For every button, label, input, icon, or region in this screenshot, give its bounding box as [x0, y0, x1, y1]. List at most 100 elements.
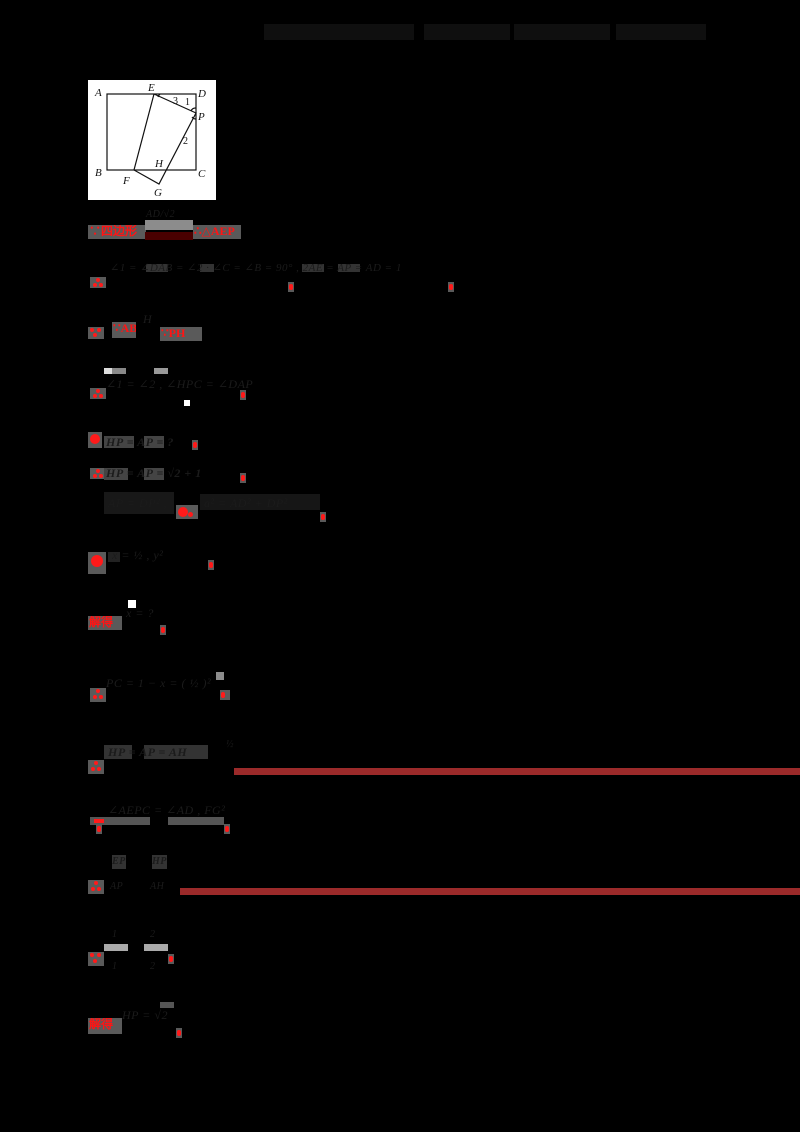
row4-light-box-3	[154, 368, 168, 374]
row14-denominator-2: 2	[150, 961, 156, 972]
row7-dark-box	[104, 492, 174, 514]
angle-1-label: 1	[185, 97, 190, 108]
row2-gray-box-4	[338, 264, 360, 272]
row2-red-tick-1	[288, 282, 294, 292]
row4-red-tick	[240, 390, 246, 400]
row1-red-label-left: ∵四边形	[88, 225, 146, 239]
because-marker-large	[88, 552, 106, 574]
header-block-1	[264, 24, 414, 40]
row2-gray-box-3	[302, 264, 324, 272]
because-marker	[88, 952, 104, 966]
row3-red-label-a: ∵ABC	[112, 322, 136, 338]
geometry-figure: A E D P B C F H G 3 1 2	[88, 80, 216, 200]
row7-red-marker	[176, 505, 198, 519]
label-A: A	[94, 87, 102, 99]
row14-numerator-2: 2	[150, 929, 156, 940]
row6-gray-box-1	[104, 468, 128, 480]
red-divider-rule-2	[180, 888, 800, 895]
row13-denominator-2: AH	[150, 881, 165, 892]
row15-red-tick	[176, 1028, 182, 1038]
because-marker-large	[88, 432, 102, 448]
row12-gray-bar-2	[168, 817, 224, 825]
label-H: H	[154, 158, 164, 170]
label-B: B	[95, 167, 102, 179]
row6-red-tick	[240, 473, 246, 483]
angle-2-label: 2	[183, 136, 188, 147]
row5-equation: HP = AP = ?	[106, 435, 174, 449]
row1-gray-box	[145, 220, 193, 230]
row11-gray-box-2	[144, 745, 208, 759]
row7-dark-box-2	[200, 494, 320, 510]
row7-equation-b: a² = AD² + DP²	[204, 496, 288, 510]
therefore-marker	[90, 468, 106, 479]
row7-equation-a: AP = DP² ,	[108, 496, 168, 510]
row14-light-bar-2	[144, 944, 168, 951]
label-D: D	[197, 88, 206, 100]
row9-red-tick	[160, 625, 166, 635]
row10-gray-box	[216, 672, 224, 680]
row2-equation: ∠1 = ∠DAB = ∠2 · ∠C = ∠B = 90° , 2AE = A…	[110, 262, 402, 274]
row3-fraction: H	[143, 312, 153, 326]
row7-red-tick	[320, 512, 326, 522]
row2-gray-box-2	[200, 264, 214, 272]
row4-light-box-2	[112, 368, 126, 374]
row15-gray-box	[160, 1002, 174, 1008]
row13-numerator-1: EP	[112, 855, 126, 869]
row1-fraction: AD/√2	[146, 209, 176, 220]
row2-gray-box-1	[146, 264, 168, 272]
row10-equation: PC = 1 − x = ( ½ )²	[106, 676, 212, 690]
label-F: F	[122, 175, 130, 187]
row6-equation: HP = AP = √2 + 1	[106, 466, 202, 480]
row4-equation: ∠1 = ∠2 , ∠HPC = ∠DAP	[106, 377, 254, 391]
angle-3-label: 3	[173, 96, 178, 107]
header-block-3	[514, 24, 610, 40]
row14-red-tick	[168, 954, 174, 964]
row13-denominator-1: AP	[110, 881, 124, 892]
red-divider-rule-1	[234, 768, 800, 775]
row12-red-tick-2	[224, 824, 230, 834]
because-marker	[88, 760, 104, 774]
row1-dark-red-box	[145, 232, 193, 240]
row4-white-box	[184, 400, 190, 406]
row5-red-tick	[192, 440, 198, 450]
label-C: C	[198, 168, 206, 180]
square-fold-diagram: A E D P B C F H G 3 1 2	[94, 82, 206, 199]
therefore-marker	[90, 688, 106, 702]
row15-equation: HP = √2	[122, 1008, 168, 1022]
row6-gray-box-2	[144, 468, 164, 480]
row14-numerator-1: 1	[112, 929, 118, 940]
header-block-4	[616, 24, 706, 40]
row4-light-box-1	[104, 368, 112, 374]
label-P: P	[197, 111, 205, 123]
row9-equation: x = ?	[126, 606, 154, 620]
row13-numerator-2: HP	[152, 855, 167, 869]
row5-gray-box-1	[104, 436, 134, 448]
row12-red-tick-1	[96, 824, 102, 834]
row15-solve-label: 解得	[88, 1018, 122, 1034]
therefore-marker	[90, 277, 106, 288]
row8-dark-box	[108, 552, 120, 562]
label-G: G	[154, 187, 162, 199]
row8-equation: x = ½ , y²	[112, 548, 164, 562]
row9-white-box	[128, 600, 136, 608]
row11-suffix: ½	[226, 739, 234, 750]
row8-red-tick	[208, 560, 214, 570]
row11-gray-box-1	[104, 745, 132, 759]
because-marker	[88, 327, 104, 339]
row14-light-bar-1	[104, 944, 128, 951]
row9-solve-label: 解得	[88, 616, 122, 630]
label-E: E	[147, 82, 155, 94]
row12-red-mark	[94, 819, 104, 823]
row2-red-tick-2	[448, 282, 454, 292]
therefore-marker	[90, 388, 106, 399]
row5-gray-box-2	[144, 436, 164, 448]
therefore-marker	[88, 880, 104, 894]
row11-equation: HP = AP = AH	[108, 745, 188, 759]
row10-red-tick	[220, 690, 230, 700]
header-block-2	[424, 24, 510, 40]
row12-equation: ∠AEPC = ∠AD , FG²	[108, 803, 226, 817]
row12-gray-bar-1	[90, 817, 150, 825]
row1-red-label-right: ∴△AEP	[193, 225, 241, 239]
row3-red-label-b: ∵PH	[160, 327, 202, 341]
row14-denominator-1: 1	[112, 961, 118, 972]
